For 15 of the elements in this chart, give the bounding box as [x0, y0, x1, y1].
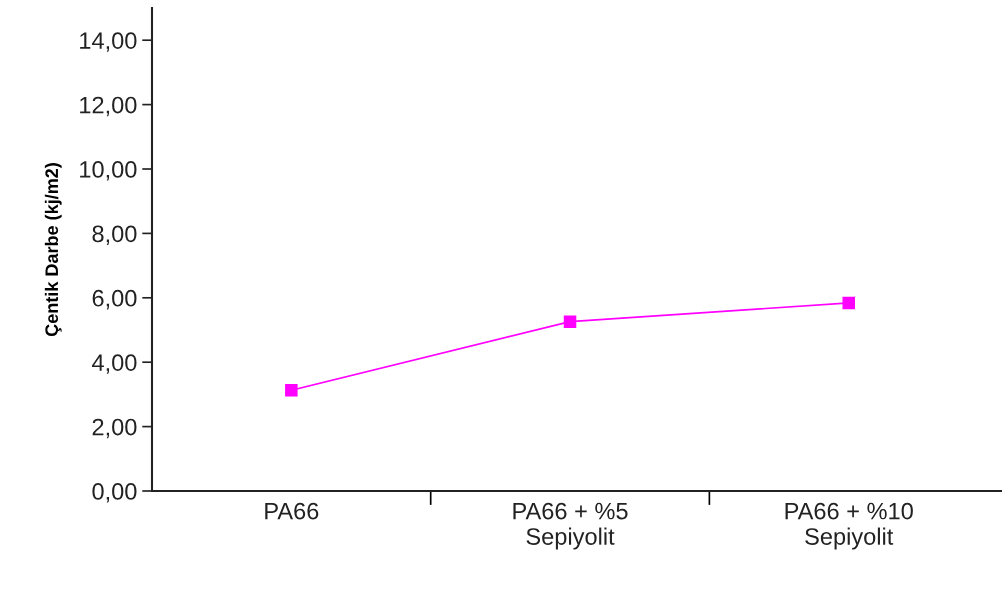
y-tick-label: 14,00	[80, 32, 137, 52]
y-axis-title: Çentik Darbe (kj/m2)	[44, 163, 62, 337]
x-tick-label: PA66 + %5 Sepiyolit	[513, 502, 628, 550]
y-tick-label: 0,00	[92, 483, 137, 503]
y-tick-label: 6,00	[92, 289, 137, 310]
y-tick-label: 8,00	[92, 225, 137, 245]
y-tick-label: 12,00	[80, 96, 137, 117]
x-tick-label: PA66	[265, 502, 319, 520]
point	[563, 315, 577, 328]
y-tick-label: 2,00	[92, 418, 137, 439]
point	[842, 296, 855, 310]
y-tick-label: 10,00	[80, 161, 137, 181]
x-tick-label: PA66 + %10 Sepiyolit	[785, 502, 913, 550]
y-tick-label: 4,00	[92, 354, 137, 374]
point	[285, 383, 298, 397]
